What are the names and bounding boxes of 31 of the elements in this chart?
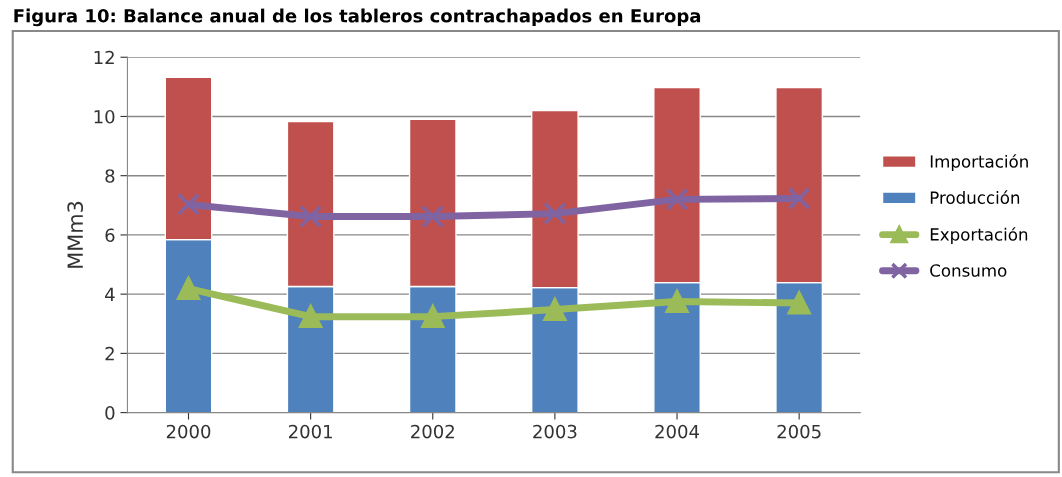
point xyxy=(787,187,811,210)
legend-label: Consumo xyxy=(930,264,1007,277)
x-tick-label: 2003 xyxy=(533,424,577,439)
y-tick-label: 2 xyxy=(105,346,114,361)
y-tick-label: 6 xyxy=(105,228,115,243)
point xyxy=(299,305,323,329)
point xyxy=(421,205,445,229)
point xyxy=(177,277,200,300)
point xyxy=(786,289,812,315)
y-tick-label: 4 xyxy=(105,287,115,302)
y-tick-label: 0 xyxy=(105,406,115,420)
x-tick-label: 2000 xyxy=(166,424,211,439)
legend-label: Exportación xyxy=(930,227,1028,244)
point xyxy=(665,290,689,314)
y-tick-label: 12 xyxy=(94,50,114,65)
x-tick-label: 2001 xyxy=(288,424,332,439)
point xyxy=(543,298,567,322)
point xyxy=(177,192,200,216)
point xyxy=(543,202,567,226)
point xyxy=(421,305,445,329)
point xyxy=(665,187,689,211)
x-tick-label: 2004 xyxy=(655,424,699,439)
x-tick-label: 2005 xyxy=(777,424,821,439)
legend-label: Producción xyxy=(930,190,1020,204)
chart-title: Figura 10: Balance anual de los tableros contrachapados en Europa xyxy=(14,8,701,27)
point xyxy=(299,205,323,229)
y-tick-label: 8 xyxy=(105,169,115,183)
y-tick-label: 10 xyxy=(94,109,115,124)
x-tick-label: 2002 xyxy=(411,424,454,439)
y-axis-title: MMm3 xyxy=(67,201,84,268)
legend-label: Importación xyxy=(930,154,1028,172)
